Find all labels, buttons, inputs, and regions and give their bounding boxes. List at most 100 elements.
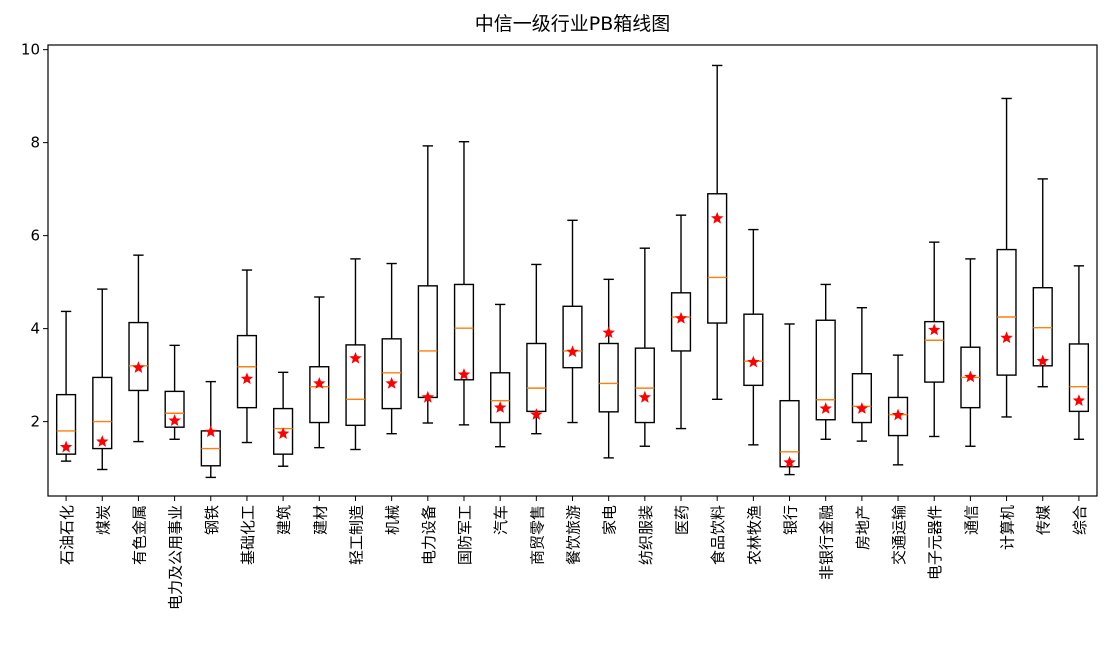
category-label: 机械 <box>384 505 402 535</box>
box-item <box>815 283 836 440</box>
plot-frame <box>47 44 1098 497</box>
category-label: 传媒 <box>1035 505 1053 535</box>
box-item <box>490 303 511 448</box>
iqr-box <box>381 338 402 410</box>
mean-marker <box>204 425 217 438</box>
box-item <box>417 145 438 424</box>
category-label: 基础化工 <box>239 505 257 565</box>
category-label: 石油石化 <box>58 505 76 565</box>
box-item <box>164 344 185 440</box>
mean-marker <box>747 355 760 368</box>
y-tick-label: 10 <box>21 41 40 59</box>
iqr-box <box>526 342 547 413</box>
y-tick-label: 8 <box>30 134 40 152</box>
box-item <box>309 296 330 449</box>
box-item <box>526 263 547 435</box>
mean-marker <box>276 427 290 439</box>
y-tick-label: 6 <box>30 227 40 245</box>
box-item <box>670 214 692 430</box>
mean-marker <box>783 456 796 468</box>
category-label: 电力设备 <box>420 505 438 565</box>
iqr-box <box>128 321 149 392</box>
y-tick-label: 4 <box>30 320 40 338</box>
iqr-box <box>743 313 764 387</box>
box-item <box>960 258 981 447</box>
box-item <box>200 380 221 479</box>
box-item <box>92 288 113 471</box>
box-series <box>55 64 1090 479</box>
mean-marker <box>421 390 434 403</box>
category-label: 综合 <box>1071 505 1089 535</box>
mean-marker <box>313 376 326 389</box>
category-label: 汽车 <box>492 505 510 535</box>
category-label: 国防军工 <box>456 505 474 565</box>
mean-marker <box>819 402 832 414</box>
box-item <box>887 354 909 466</box>
iqr-box <box>345 344 366 427</box>
iqr-box <box>851 373 872 424</box>
category-label: 建筑 <box>275 505 293 535</box>
box-item <box>1068 265 1090 440</box>
iqr-box <box>309 366 330 424</box>
iqr-box <box>996 248 1017 376</box>
mean-marker <box>638 390 652 403</box>
box-item <box>634 247 655 447</box>
mean-marker <box>457 368 471 380</box>
category-label: 非银行金融 <box>818 505 836 580</box>
category-label: 通信 <box>962 505 980 535</box>
category-label: 煤炭 <box>94 505 112 535</box>
category-label: 商贸零售 <box>528 505 546 565</box>
y-axis: 2 4 6 8 10 <box>21 41 48 431</box>
category-label: 房地产 <box>854 505 872 550</box>
mean-marker <box>493 401 507 413</box>
category-label: 农林牧渔 <box>745 505 763 565</box>
mean-marker <box>711 211 724 224</box>
mean-marker <box>602 326 615 339</box>
mean-marker <box>674 311 688 324</box>
category-label: 电力及公用事业 <box>167 505 185 610</box>
mean-marker <box>240 372 254 385</box>
iqr-box <box>453 283 475 381</box>
box-item <box>381 262 402 435</box>
box-item <box>562 219 583 424</box>
category-label: 纺织服装 <box>637 505 655 565</box>
iqr-box <box>924 320 945 383</box>
iqr-box <box>164 390 185 428</box>
box-item <box>1032 178 1053 388</box>
category-label: 建材 <box>311 505 329 535</box>
mean-marker <box>1072 394 1086 406</box>
mean-marker <box>530 408 543 420</box>
iqr-box <box>273 407 294 455</box>
category-label: 医药 <box>673 505 691 535</box>
chart-title: 中信一级行业PB箱线图 <box>475 13 671 35</box>
mean-marker <box>891 408 905 421</box>
box-item <box>779 323 800 476</box>
mean-marker <box>1036 354 1049 367</box>
category-label: 家电 <box>601 505 619 535</box>
iqr-box <box>670 292 692 352</box>
mean-marker <box>349 351 362 364</box>
box-item <box>743 228 764 446</box>
iqr-box <box>887 396 909 437</box>
mean-marker <box>168 414 181 426</box>
iqr-box <box>598 342 619 413</box>
x-axis: 石油石化 煤炭 有色金属 电力及公用事业 钢铁 基础化工 建筑 建材 轻工制造 机械 电力设备 国防军… <box>58 496 1089 610</box>
mean-marker <box>132 361 145 373</box>
box-item <box>598 278 619 459</box>
category-label: 有色金属 <box>130 505 148 565</box>
iqr-box <box>1032 287 1053 367</box>
iqr-box <box>417 285 438 399</box>
mean-marker <box>385 376 398 389</box>
iqr-box <box>92 376 113 450</box>
mean-marker <box>855 402 869 414</box>
box-item <box>453 141 475 426</box>
box-item <box>273 371 294 467</box>
iqr-box <box>815 319 836 421</box>
mean-marker <box>59 440 73 453</box>
iqr-box <box>779 399 800 468</box>
box-item <box>851 306 872 442</box>
box-item <box>128 254 149 443</box>
mean-marker <box>964 370 977 383</box>
box-item <box>345 258 366 451</box>
